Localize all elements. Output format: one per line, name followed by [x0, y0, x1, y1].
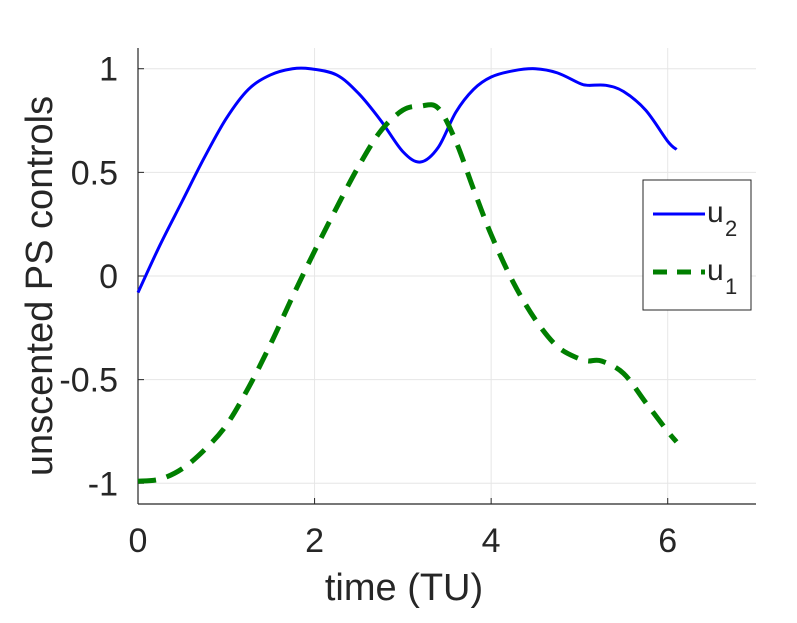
- grid: [137, 48, 756, 504]
- series-lines: [136, 66, 679, 484]
- y-tick-label: 0: [99, 258, 118, 296]
- y-tick-label: -0.5: [59, 362, 118, 400]
- tick-labels: 0 2 4 6 -1 -0.5 0 0.5 1: [59, 51, 677, 560]
- y-tick-label: -1: [88, 465, 118, 503]
- x-axis-label: time (TU): [325, 567, 483, 609]
- legend-label-subscript: 1: [725, 274, 737, 299]
- x-tick-label: 4: [482, 522, 501, 560]
- legend-label: u: [707, 196, 724, 229]
- legend: u 2u 1: [642, 179, 752, 311]
- x-tick-label: 2: [305, 522, 324, 560]
- y-tick-label: 1: [99, 51, 118, 89]
- series-line-u1: [137, 102, 679, 484]
- x-tick-label: 0: [129, 522, 148, 560]
- series-line-u2: [136, 66, 678, 294]
- legend-label-subscript: 2: [725, 216, 737, 241]
- legend-box: [642, 179, 752, 311]
- y-tick-label: 0.5: [71, 154, 118, 192]
- legend-label: u: [707, 254, 724, 287]
- x-tick-label: 6: [658, 522, 677, 560]
- y-axis-label: unscented PS controls: [19, 96, 61, 476]
